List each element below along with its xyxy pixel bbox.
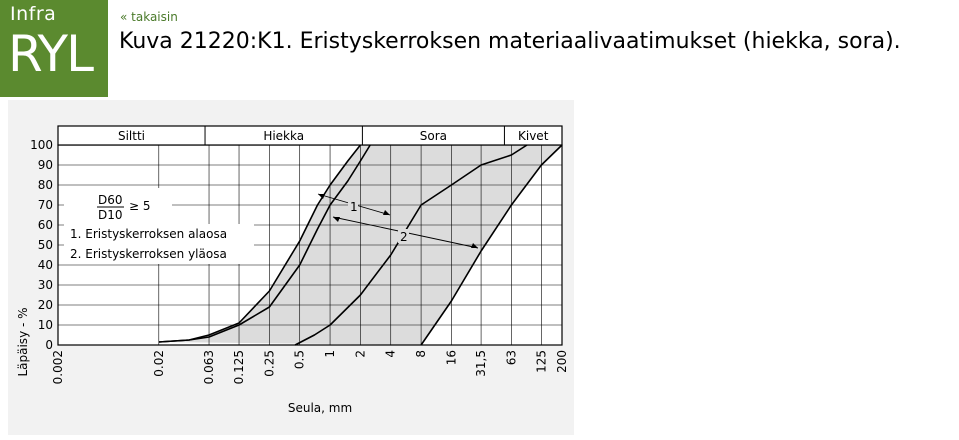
legend-item-2: 2. Eristyskerroksen yläosa <box>70 247 227 261</box>
y-tick-label-40: 40 <box>38 258 53 272</box>
y-tick-label-20: 20 <box>38 298 53 312</box>
gradation-curve-2 <box>158 144 371 343</box>
y-axis-label: Läpäisy - % <box>16 307 30 376</box>
y-tick-label-10: 10 <box>38 318 53 332</box>
legend-item-1: 1. Eristyskerroksen alaosa <box>70 227 227 241</box>
soil-class-header-frame <box>57 125 563 146</box>
soil-class-label-hiekka: Hiekka <box>263 129 304 143</box>
gradation-chart: Siltti Hiekka Sora Kivet D60 D10 ≥ 5 1. Eri… <box>16 125 569 415</box>
soil-class-header: Siltti Hiekka Sora Kivet <box>57 125 563 146</box>
back-link[interactable]: « takaisin <box>120 10 178 24</box>
x-tick-label-0.063: 0.063 <box>202 350 216 384</box>
formula-background <box>64 188 172 224</box>
annotation-label-bg-2 <box>398 229 409 243</box>
y-tick-label-70: 70 <box>38 198 53 212</box>
gradation-curve-1 <box>158 144 362 343</box>
y-tick-label-90: 90 <box>38 158 53 172</box>
arrowhead-2b <box>471 243 478 248</box>
soil-class-label-siltti: Siltti <box>118 129 145 143</box>
arrowhead-2a <box>333 217 340 222</box>
x-tick-label-0.125: 0.125 <box>232 350 246 384</box>
x-tick-label-63: 63 <box>504 350 518 365</box>
x-tick-label-200: 200 <box>555 350 569 373</box>
x-tick-label-16: 16 <box>444 350 458 365</box>
x-tick-label-0.25: 0.25 <box>262 350 276 377</box>
arrowhead-1a <box>318 194 325 199</box>
y-tick-label-50: 50 <box>38 238 53 252</box>
gradation-curve-4 <box>420 144 563 346</box>
formula-relation: ≥ 5 <box>129 199 151 213</box>
y-tick-label-100: 100 <box>30 138 53 152</box>
x-tick-label-31,5: 31,5 <box>474 350 488 377</box>
page-title: Kuva 21220:K1. Eristyskerroksen materiaa… <box>119 29 901 54</box>
x-axis-label: Seula, mm <box>288 401 352 415</box>
y-tick-label-30: 30 <box>38 278 53 292</box>
y-tick-labels: 0 10 20 30 40 50 60 70 80 90 100 <box>30 138 53 352</box>
logo-text-ryl: RYL <box>8 25 94 83</box>
chart-figure: Siltti Hiekka Sora Kivet D60 D10 ≥ 5 1. Eri… <box>0 100 575 435</box>
infraryl-logo[interactable]: Infra RYL <box>0 0 108 97</box>
annotation-label-2: 2 <box>400 230 408 244</box>
legend-items-background <box>64 224 254 264</box>
y-tick-label-60: 60 <box>38 218 53 232</box>
logo-text-infra: Infra <box>10 3 57 25</box>
annotation-label-bg-1 <box>348 199 358 213</box>
x-tick-label-2: 2 <box>353 350 367 358</box>
x-tick-label-8: 8 <box>414 350 428 358</box>
arrowhead-1b <box>383 210 390 215</box>
x-tick-label-0.002: 0.002 <box>51 350 65 384</box>
curve-layer <box>158 144 563 346</box>
x-tick-label-1: 1 <box>323 350 337 358</box>
x-tick-label-0.5: 0.5 <box>293 350 307 369</box>
formula-numerator: D60 <box>98 193 123 207</box>
x-tick-label-4: 4 <box>384 350 398 358</box>
y-tick-label-0: 0 <box>45 338 53 352</box>
x-tick-labels: 0.002 0.02 0.063 0.125 0.25 0.5 1 2 4 8 16 31,5 63 12… <box>51 350 569 384</box>
formula-denominator: D10 <box>98 208 123 222</box>
annotation-layer: 1 2 <box>317 193 479 249</box>
soil-class-label-kivet: Kivet <box>518 129 549 143</box>
soil-class-label-sora: Sora <box>420 129 447 143</box>
x-tick-label-125: 125 <box>534 350 548 373</box>
x-tick-label-0.02: 0.02 <box>152 350 166 377</box>
chart-legend: D60 D10 ≥ 5 1. Eristyskerroksen alaosa 2… <box>64 188 254 264</box>
annotation-label-1: 1 <box>350 200 358 214</box>
y-tick-label-80: 80 <box>38 178 53 192</box>
